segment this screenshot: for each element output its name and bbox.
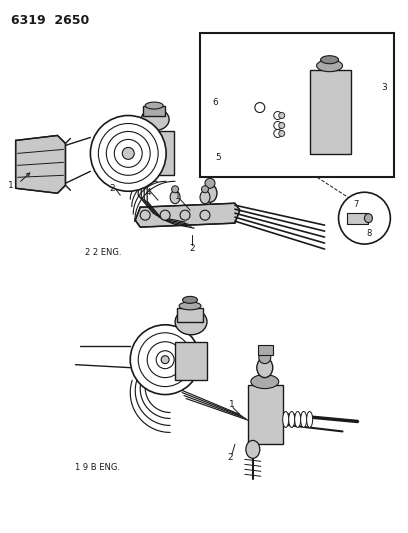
Bar xyxy=(136,132,174,175)
Polygon shape xyxy=(230,58,290,157)
Text: 2 2 ENG.: 2 2 ENG. xyxy=(85,247,122,256)
Circle shape xyxy=(255,102,265,112)
Ellipse shape xyxy=(203,184,217,202)
Ellipse shape xyxy=(145,102,163,109)
Text: 3: 3 xyxy=(381,83,387,92)
Circle shape xyxy=(91,116,166,191)
Circle shape xyxy=(180,210,190,220)
Circle shape xyxy=(339,192,390,244)
Text: 5: 5 xyxy=(215,153,221,162)
Ellipse shape xyxy=(179,302,201,310)
Circle shape xyxy=(279,123,285,128)
Ellipse shape xyxy=(175,309,207,335)
Text: 1: 1 xyxy=(229,400,235,409)
Bar xyxy=(175,342,207,379)
Ellipse shape xyxy=(317,60,343,71)
Ellipse shape xyxy=(251,375,279,389)
Bar xyxy=(177,308,203,322)
Text: 7: 7 xyxy=(354,200,359,209)
Ellipse shape xyxy=(289,411,295,427)
Ellipse shape xyxy=(295,411,301,427)
Ellipse shape xyxy=(170,191,180,204)
Text: 2: 2 xyxy=(227,453,233,462)
Ellipse shape xyxy=(301,411,307,427)
Circle shape xyxy=(160,210,170,220)
Ellipse shape xyxy=(200,191,210,204)
Bar xyxy=(143,106,165,116)
Ellipse shape xyxy=(202,186,208,193)
Circle shape xyxy=(122,148,134,159)
Text: 6: 6 xyxy=(212,98,218,107)
Ellipse shape xyxy=(205,179,215,188)
Text: 2: 2 xyxy=(109,184,115,193)
Circle shape xyxy=(161,356,169,364)
Circle shape xyxy=(140,210,150,220)
Ellipse shape xyxy=(141,109,169,131)
Circle shape xyxy=(200,210,210,220)
Ellipse shape xyxy=(283,411,289,427)
Text: 1: 1 xyxy=(8,181,13,190)
Ellipse shape xyxy=(257,358,273,377)
Ellipse shape xyxy=(321,56,339,63)
Ellipse shape xyxy=(259,352,271,364)
Bar xyxy=(346,213,368,224)
Bar xyxy=(310,70,352,155)
Circle shape xyxy=(274,122,282,130)
Text: 1 9 B ENG.: 1 9 B ENG. xyxy=(75,463,120,472)
Text: 6319  2650: 6319 2650 xyxy=(11,14,89,27)
Text: 8: 8 xyxy=(367,229,372,238)
Circle shape xyxy=(130,325,200,394)
Circle shape xyxy=(279,131,285,136)
Text: 4: 4 xyxy=(145,188,151,197)
Circle shape xyxy=(274,130,282,138)
Bar xyxy=(248,385,283,445)
Ellipse shape xyxy=(364,214,373,223)
Ellipse shape xyxy=(172,186,179,193)
Ellipse shape xyxy=(246,440,260,458)
Polygon shape xyxy=(16,135,65,193)
Circle shape xyxy=(274,111,282,119)
Ellipse shape xyxy=(307,411,313,427)
Polygon shape xyxy=(135,203,240,227)
Text: 2: 2 xyxy=(189,244,195,253)
Bar xyxy=(200,33,395,177)
Ellipse shape xyxy=(182,296,197,303)
Bar xyxy=(258,345,273,354)
Circle shape xyxy=(279,112,285,118)
Text: 1: 1 xyxy=(175,192,181,201)
